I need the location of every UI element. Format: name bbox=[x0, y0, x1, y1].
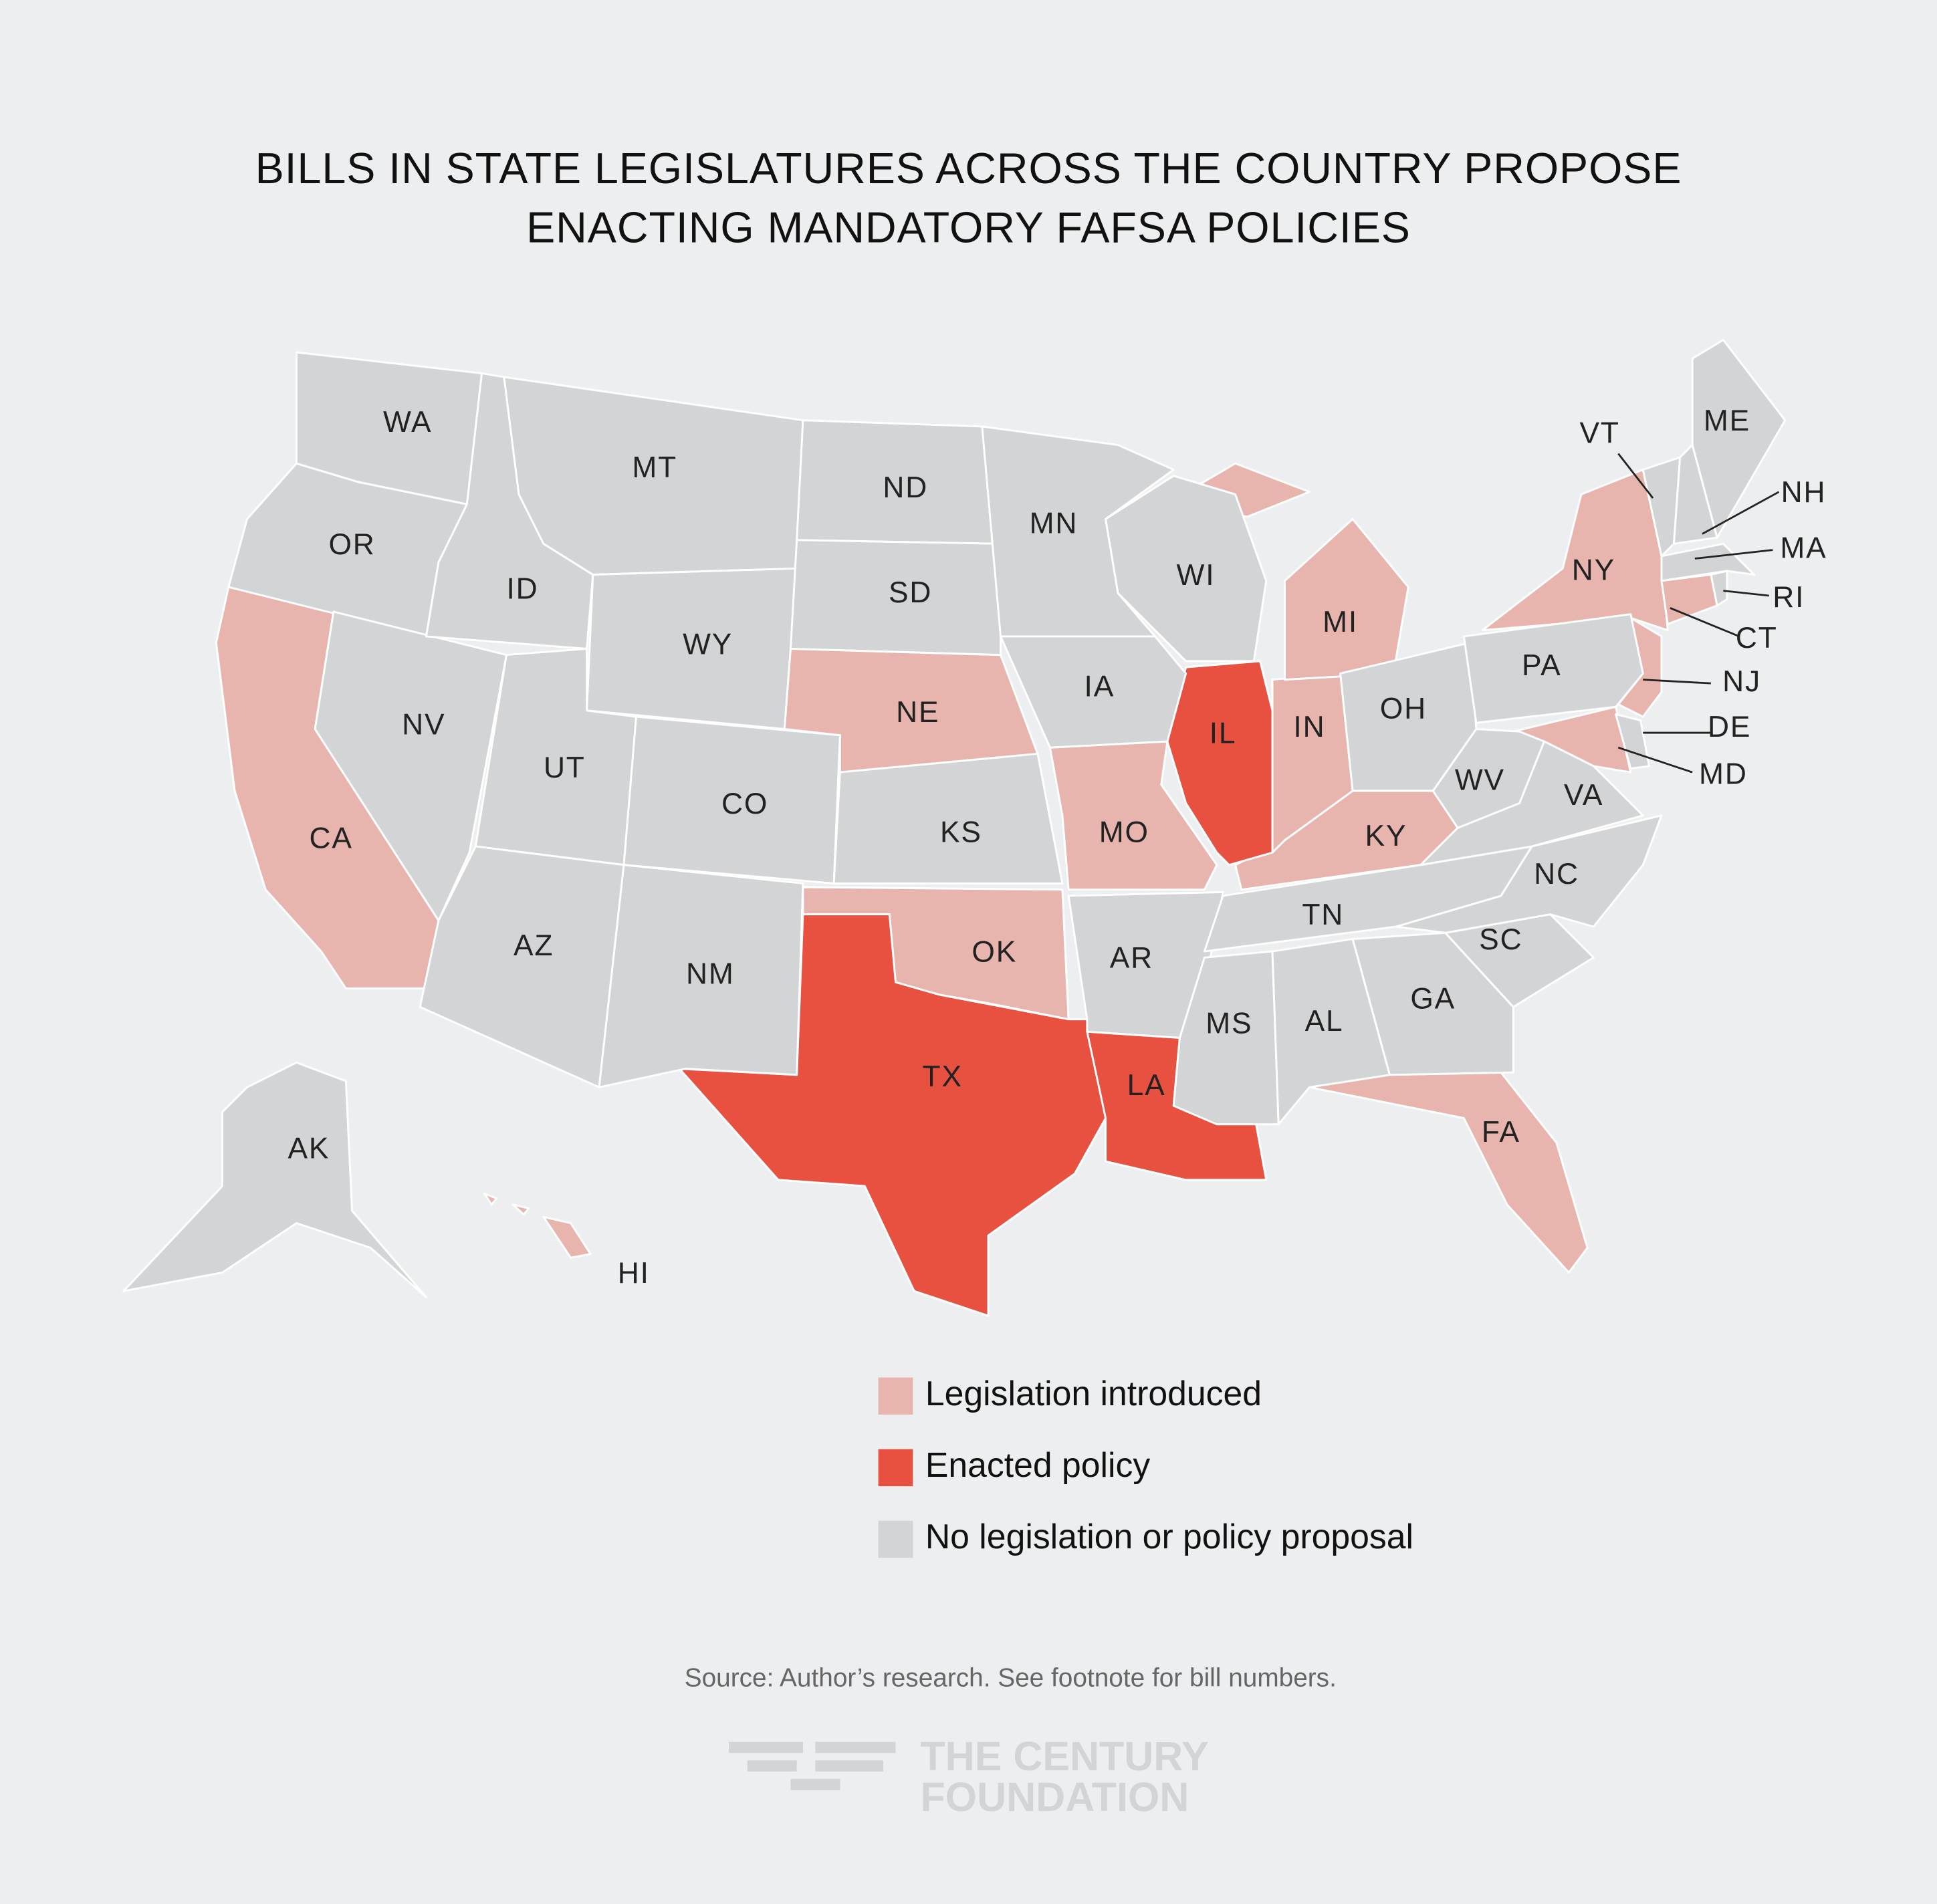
state-shape bbox=[483, 1192, 498, 1206]
state-shape bbox=[1691, 339, 1787, 539]
state-shape bbox=[598, 864, 804, 1088]
state-label: ME bbox=[1704, 404, 1750, 437]
state-label: MS bbox=[1206, 1007, 1252, 1040]
state-label: AK bbox=[288, 1132, 330, 1165]
state-label: AZ bbox=[514, 929, 554, 962]
legend-swatch bbox=[878, 1377, 913, 1415]
state-label: AR bbox=[1110, 942, 1153, 975]
state-label: LA bbox=[1127, 1069, 1166, 1102]
state-shape bbox=[678, 913, 1107, 1317]
legend-swatch bbox=[878, 1449, 913, 1487]
state-label: CO bbox=[721, 788, 768, 820]
state-label: MN bbox=[1030, 507, 1078, 540]
state-label: NE bbox=[896, 696, 939, 729]
state-label: ND bbox=[883, 471, 928, 504]
state-label: KS bbox=[940, 816, 982, 848]
leader-line bbox=[1643, 679, 1711, 685]
state-label: VA bbox=[1564, 779, 1604, 812]
state-label: IN bbox=[1293, 711, 1325, 743]
state-label: MA bbox=[1780, 531, 1827, 564]
state-shape bbox=[789, 539, 1002, 657]
state-label: MD bbox=[1699, 757, 1748, 790]
state-label: CA bbox=[310, 822, 353, 855]
state-label: IA bbox=[1085, 670, 1115, 703]
state-labels: CA NE OK MO KY IN MI NY NJ MD CT FA HI TX LA IL WA OR NV ID… bbox=[288, 404, 1827, 1290]
state-shape bbox=[586, 567, 798, 730]
state-label: OR bbox=[328, 528, 375, 561]
state-shape bbox=[511, 1203, 530, 1216]
logo-text: THE CENTURY bbox=[920, 1734, 1208, 1779]
state-shape bbox=[314, 610, 507, 922]
leader-line bbox=[1723, 590, 1769, 597]
legend-label: No legislation or policy proposal bbox=[925, 1517, 1413, 1556]
state-shape bbox=[419, 845, 625, 1088]
states bbox=[122, 339, 1787, 1317]
leader-line bbox=[1670, 607, 1740, 638]
state-label: NM bbox=[686, 958, 735, 991]
state-label: SD bbox=[889, 576, 932, 609]
leader-line bbox=[1617, 746, 1693, 774]
state-label: IL bbox=[1210, 717, 1237, 749]
leader-line bbox=[1617, 453, 1654, 499]
logo-mark bbox=[729, 1742, 896, 1790]
leader-line bbox=[1694, 549, 1773, 560]
state-label: OK bbox=[972, 935, 1017, 968]
state-label: SC bbox=[1479, 923, 1522, 956]
state-label: OH bbox=[1380, 693, 1427, 725]
legend-swatch bbox=[878, 1520, 913, 1558]
state-label: UT bbox=[544, 751, 586, 784]
state-label: KY bbox=[1365, 820, 1407, 852]
state-label: MO bbox=[1099, 816, 1149, 848]
state-shape bbox=[542, 1215, 592, 1259]
state-shape bbox=[1105, 475, 1268, 663]
source: Source: Author’s research. See footnote … bbox=[685, 1663, 1337, 1692]
state-shape bbox=[832, 752, 1064, 884]
state-label: RI bbox=[1773, 581, 1805, 614]
legend-label: Legislation introduced bbox=[925, 1374, 1262, 1413]
state-shape bbox=[1660, 542, 1756, 582]
state-label: FA bbox=[1482, 1116, 1520, 1149]
state-label: TN bbox=[1302, 899, 1344, 931]
state-label: NV bbox=[402, 709, 445, 741]
legend-label: Enacted policy bbox=[925, 1445, 1151, 1484]
state-label: WI bbox=[1177, 559, 1216, 592]
state-label: VT bbox=[1579, 417, 1619, 450]
state-label: PA bbox=[1522, 649, 1562, 682]
title-line: ENACTING MANDATORY FAFSA POLICIES bbox=[526, 203, 1411, 252]
state-label: AL bbox=[1305, 1005, 1344, 1038]
logo-text: FOUNDATION bbox=[920, 1774, 1189, 1820]
leader-line bbox=[1702, 491, 1780, 535]
state-label: TX bbox=[923, 1060, 963, 1093]
state-shape bbox=[1462, 613, 1644, 724]
state-shape bbox=[1284, 517, 1409, 681]
state-shape bbox=[1000, 635, 1187, 749]
state-label: NJ bbox=[1722, 665, 1761, 698]
state-shape bbox=[1339, 641, 1478, 792]
state-label: NC bbox=[1534, 858, 1579, 890]
state-label: DE bbox=[1708, 711, 1751, 743]
state-label: GA bbox=[1410, 983, 1456, 1016]
state-shape bbox=[1048, 740, 1218, 891]
state-label: NY bbox=[1572, 554, 1615, 587]
state-label: WA bbox=[383, 406, 432, 439]
state-label: ID bbox=[507, 572, 539, 605]
state-label: WY bbox=[683, 628, 733, 661]
state-shape bbox=[122, 1061, 427, 1298]
state-label: MT bbox=[632, 451, 677, 484]
state-shape bbox=[1166, 660, 1274, 866]
state-shape bbox=[1395, 814, 1663, 934]
state-label: CT bbox=[1736, 622, 1778, 654]
state-label: MI bbox=[1323, 606, 1358, 638]
state-label: HI bbox=[618, 1257, 650, 1290]
state-shape bbox=[1271, 938, 1391, 1126]
legend: Legislation introduced Enacted policy No l… bbox=[878, 1374, 1413, 1558]
state-label: NH bbox=[1781, 476, 1827, 509]
state-shape bbox=[1351, 931, 1514, 1076]
state-shape bbox=[1710, 570, 1728, 607]
state-label: WV bbox=[1455, 764, 1505, 797]
title-line: BILLS IN STATE LEGISLATURES ACROSS THE C… bbox=[255, 144, 1682, 193]
